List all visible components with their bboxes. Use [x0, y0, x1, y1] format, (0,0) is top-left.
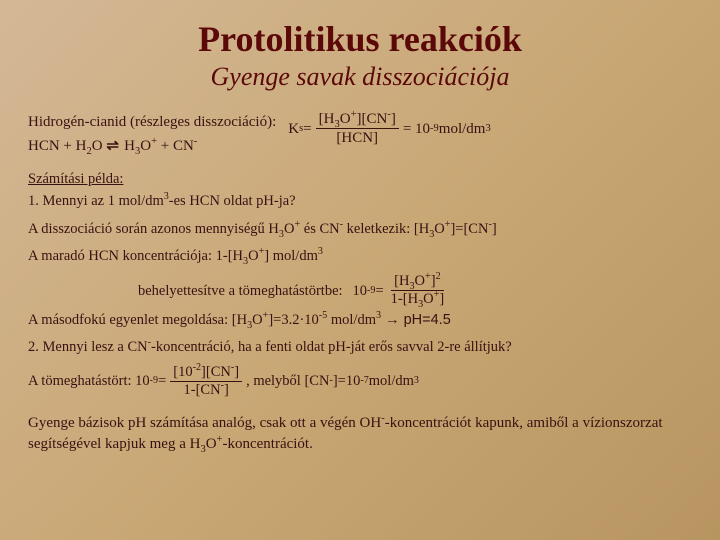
- substitution-line: behelyettesítve a tömeghatástörtbe: 10-9…: [28, 273, 692, 309]
- example-heading: Számítási példa:: [28, 171, 123, 187]
- intro-block: Hidrogén-cianid (részleges disszociáció)…: [28, 110, 692, 158]
- question-2: 2. Mennyi lesz a CN--koncentráció, ha a …: [28, 336, 692, 358]
- example-line-b: A maradó HCN koncentrációja: 1-[H3O+] mo…: [28, 245, 692, 267]
- example-line-c: A másodfokú egyenlet megoldása: [H3O+]=3…: [28, 309, 692, 331]
- page-subtitle: Gyenge savak disszociációja: [28, 62, 692, 92]
- example-line-d: A tömeghatástört: 10-9= [10-2][CN-] 1-[C…: [28, 364, 692, 400]
- example-line-a: A disszociáció során azonos mennyiségű H…: [28, 218, 692, 240]
- page-title: Protolitikus reakciók: [28, 18, 692, 60]
- reaction-equation: HCN + H2O ⇌ H3O+ + CN-: [28, 134, 276, 158]
- closing-note: Gyenge bázisok pH számítása analóg, csak…: [28, 413, 692, 455]
- intro-label: Hidrogén-cianid (részleges disszociáció)…: [28, 114, 276, 130]
- example-block: Számítási példa: 1. Mennyi az 1 mol/dm3-…: [28, 168, 692, 399]
- ks-equation: Ks = [H3O+][CN-] [HCN] = 10-9 mol/dm3: [288, 110, 490, 147]
